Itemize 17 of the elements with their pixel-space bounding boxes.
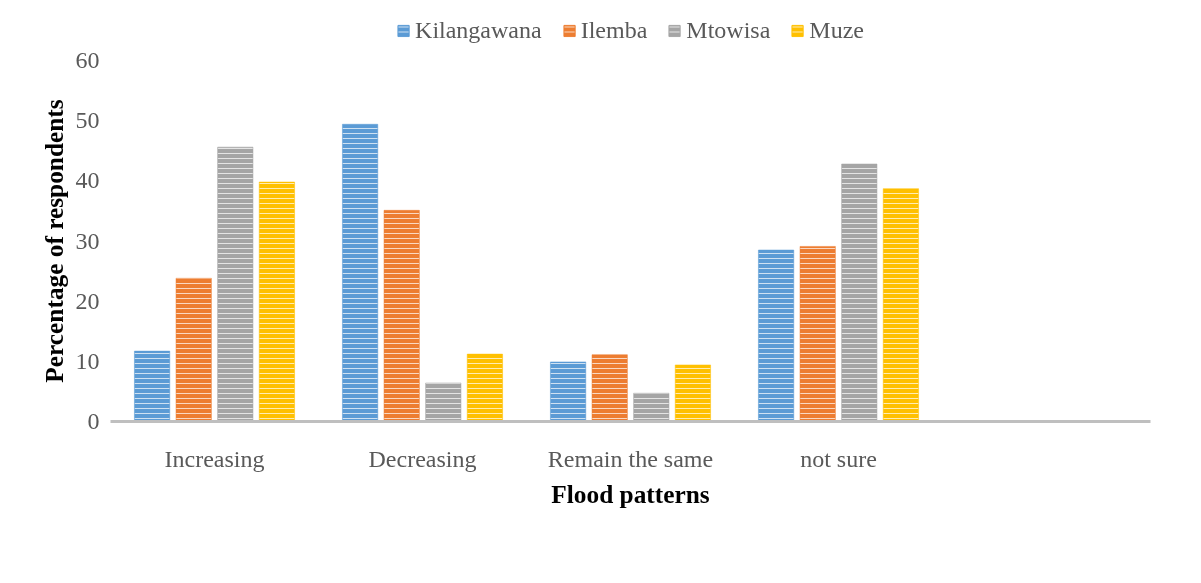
y-axis-title: Percentage of respondents (39, 99, 68, 383)
x-tick-label: Remain the same (547, 445, 714, 472)
legend-label: Muze (809, 16, 864, 44)
legend-label: Kilangawana (415, 16, 542, 44)
x-tick-label: not sure (800, 445, 877, 472)
y-tick-label: 50 (75, 107, 100, 134)
y-tick-label: 30 (75, 227, 100, 254)
x-tick-label: Increasing (164, 445, 265, 472)
y-tick-label: 10 (75, 347, 100, 374)
legend-label: Ilemba (580, 16, 648, 44)
y-tick-label: 0 (87, 408, 100, 434)
x-tick-label: Decreasing (368, 445, 477, 472)
x-axis-title: Flood patterns (551, 479, 710, 508)
legend-label: Mtowisa (686, 16, 771, 44)
y-tick-label: 60 (75, 47, 100, 73)
y-tick-label: 20 (75, 287, 100, 314)
y-tick-label: 40 (75, 167, 100, 194)
